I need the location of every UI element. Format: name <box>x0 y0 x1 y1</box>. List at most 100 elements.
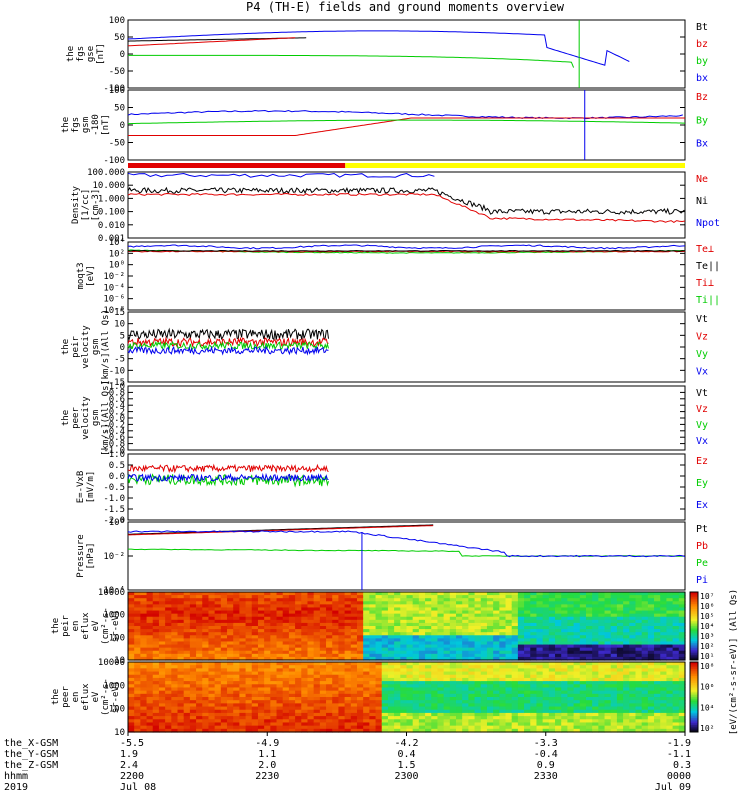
spectrogram-cell <box>610 687 618 692</box>
spectrogram-cell <box>394 668 401 673</box>
spectrogram-cell <box>177 716 185 720</box>
spectrogram-cell <box>666 592 674 596</box>
spectrogram-cell <box>499 598 507 602</box>
spectrogram-cell <box>208 725 216 730</box>
spectrogram-cell <box>406 684 414 689</box>
spectrogram-cell <box>443 622 451 627</box>
spectrogram-cell <box>629 638 637 643</box>
spectrogram-cell <box>499 613 507 618</box>
spectrogram-cell <box>387 598 395 602</box>
spectrogram-cell <box>251 656 259 661</box>
spectrogram-cell <box>202 700 210 704</box>
y-axis-label: peir <box>71 336 81 358</box>
spectrogram-cell <box>400 635 408 639</box>
legend-entry: bz <box>696 39 708 50</box>
spectrogram-cell <box>616 687 624 692</box>
spectrogram-cell <box>196 662 203 666</box>
spectrogram-cell <box>536 697 544 701</box>
spectrogram-cell <box>152 697 160 701</box>
spectrogram-cell <box>214 687 222 692</box>
spectrogram-cell <box>536 653 544 658</box>
spectrogram-cell <box>239 722 247 727</box>
spectrogram-cell <box>474 638 482 643</box>
spectrogram-cell <box>443 697 451 701</box>
spectrogram-cell <box>406 644 414 649</box>
spectrogram-cell <box>338 719 346 724</box>
spectrogram-cell <box>295 604 302 609</box>
spectrogram-cell <box>189 662 197 666</box>
spectrogram-cell <box>208 693 216 698</box>
spectrogram-cell <box>140 647 148 652</box>
spectrogram-cell <box>468 610 476 615</box>
spectrogram-cell <box>499 622 507 627</box>
spectrogram-cell <box>616 638 624 643</box>
spectrogram-cell <box>375 647 383 652</box>
spectrogram-cell <box>146 632 154 636</box>
spectrogram-cell <box>257 595 265 599</box>
spectrogram-cell <box>196 719 203 724</box>
spectrogram-cell <box>301 622 309 627</box>
spectrogram-cell <box>257 703 265 708</box>
spectrogram-cell <box>245 703 253 708</box>
spectrogram-cell <box>406 712 414 717</box>
y-tick-label: 10⁰ <box>109 518 125 528</box>
spectrogram-cell <box>660 629 668 633</box>
spectrogram-cell <box>573 607 581 612</box>
spectrogram-cell <box>295 716 302 720</box>
spectrogram-cell <box>245 632 253 636</box>
spectrogram-cell <box>369 601 377 605</box>
spectrogram-cell <box>530 592 538 596</box>
x-tick-label: 0.4 <box>397 749 415 760</box>
x-axis: the_X-GSMthe_Y-GSMthe_Z-GSMhhmm2019-5.51… <box>4 732 691 793</box>
colorbar-cell <box>690 649 698 652</box>
spectrogram-cell <box>375 601 383 605</box>
spectrogram-cell <box>660 703 668 708</box>
spectrogram-cell <box>282 635 290 639</box>
spectrogram-cell <box>319 604 327 609</box>
spectrogram-cell <box>196 681 203 685</box>
spectrogram-cell <box>530 700 538 704</box>
spectrogram-cell <box>307 638 315 643</box>
spectrogram-cell <box>431 616 439 621</box>
spectrogram-cell <box>400 725 408 730</box>
spectrogram-cell <box>561 650 569 655</box>
spectrogram-cell <box>369 592 377 596</box>
spectrogram-cell <box>381 677 389 682</box>
spectrogram-cell <box>394 700 401 704</box>
spectrogram-cell <box>239 662 247 666</box>
spectrogram-cell <box>332 598 340 602</box>
spectrogram-cell <box>530 719 538 724</box>
spectrogram-cell <box>623 722 630 727</box>
spectrogram-cell <box>499 706 507 711</box>
spectrogram-cell <box>431 662 439 666</box>
spectrogram-cell <box>406 709 414 714</box>
spectrogram-cell <box>196 690 203 695</box>
y-tick-label: 100 <box>109 16 125 26</box>
spectrogram-cell <box>307 619 315 624</box>
spectrogram-cell <box>394 706 401 711</box>
spectrogram-cell <box>214 607 222 612</box>
spectrogram-cell <box>425 719 432 724</box>
spectrogram-cell <box>431 665 439 669</box>
spectrogram-cell <box>288 595 296 599</box>
spectrogram-cell <box>282 629 290 633</box>
spectrogram-cell <box>152 668 160 673</box>
spectrogram-cell <box>468 703 476 708</box>
spectrogram-cell <box>239 632 247 636</box>
spectrogram-cell <box>660 677 668 682</box>
colorbar-cell <box>690 688 698 691</box>
spectrogram-cell <box>319 610 327 615</box>
spectrogram-cell <box>282 632 290 636</box>
spectrogram-cell <box>486 629 494 633</box>
spectrogram-cell <box>301 650 309 655</box>
spectrogram-cell <box>654 700 661 704</box>
spectrogram-cell <box>610 638 618 643</box>
spectrogram-cell <box>493 728 500 733</box>
spectrogram-cell <box>548 662 556 666</box>
spectrogram-cell <box>233 709 240 714</box>
spectrogram-cell <box>196 638 203 643</box>
spectrogram-cell <box>598 626 606 630</box>
spectrogram-cell <box>177 719 185 724</box>
spectrogram-cell <box>288 629 296 633</box>
spectrogram-cell <box>276 725 284 730</box>
